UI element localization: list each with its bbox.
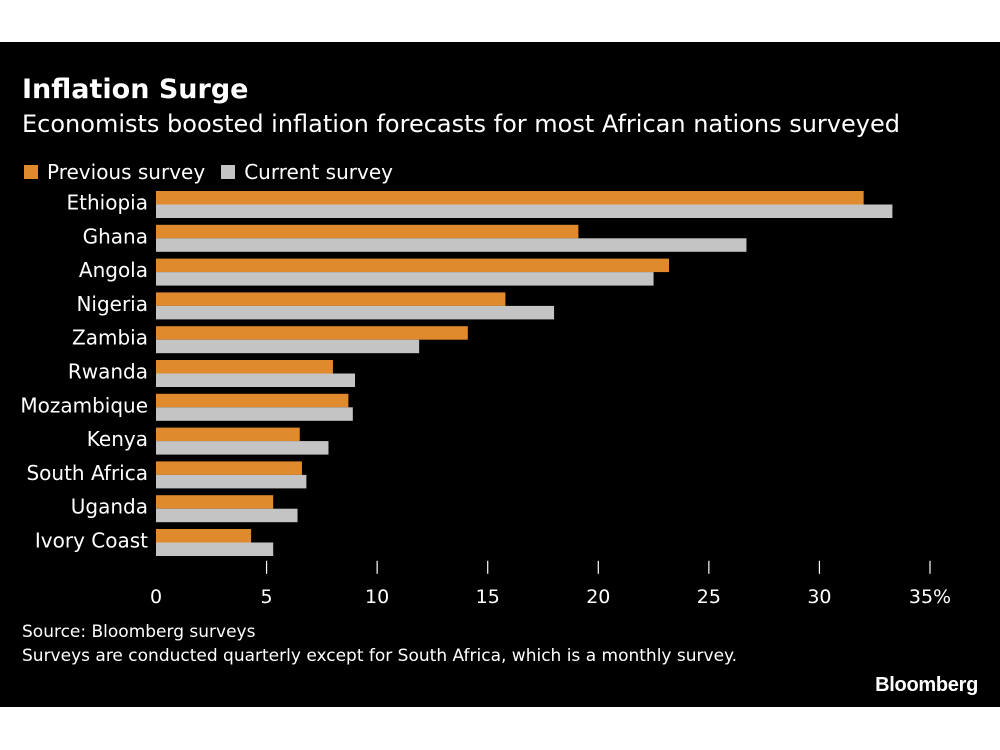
category-label: Angola (79, 258, 148, 282)
bar-current-survey (156, 542, 274, 556)
bar-current-survey (156, 305, 555, 320)
chart-title: Inflation Surge (22, 74, 249, 105)
x-tick-label: 5 (261, 586, 273, 608)
legend-swatch-previous (24, 165, 38, 179)
bar-current-survey (156, 238, 747, 252)
x-tick-label: 25 (697, 586, 721, 608)
bar-previous-survey (156, 461, 302, 475)
category-label: Nigeria (76, 292, 148, 316)
legend-label-previous: Previous survey (47, 160, 206, 184)
bar-current-survey (156, 508, 298, 523)
legend: Previous survey Current survey (24, 160, 393, 184)
bar-previous-survey (156, 393, 349, 408)
bar-previous-survey (156, 224, 579, 239)
category-label: Ivory Coast (35, 529, 148, 553)
category-label: Uganda (71, 495, 148, 519)
bar-previous-survey (156, 495, 274, 509)
bar-current-survey (156, 373, 356, 387)
bar-previous-survey (156, 360, 333, 374)
category-label: Mozambique (20, 393, 148, 417)
x-tick-label: 30 (807, 586, 831, 608)
chart-panel: Inflation Surge Economists boosted infla… (0, 42, 1000, 707)
x-tick-label: 10 (365, 586, 389, 608)
category-label: Ghana (83, 224, 148, 248)
category-label: Kenya (87, 427, 148, 451)
category-label: South Africa (26, 461, 148, 485)
category-label: Ethiopia (67, 191, 148, 215)
category-label: Zambia (72, 326, 148, 350)
footnote-text: Surveys are conducted quarterly except f… (22, 646, 738, 666)
x-tick-label: 35% (909, 586, 951, 608)
bar-previous-survey (156, 529, 252, 543)
bar-current-survey (156, 474, 307, 489)
bar-previous-survey (156, 326, 468, 340)
bar-current-survey (156, 204, 893, 218)
source-text: Source: Bloomberg surveys (22, 622, 256, 642)
bar-previous-survey (156, 427, 300, 442)
bar-current-survey (156, 272, 654, 286)
bar-current-survey (156, 407, 353, 421)
x-tick-label: 20 (586, 586, 610, 608)
bar-previous-survey (156, 191, 864, 205)
x-tick-label: 0 (150, 586, 162, 608)
category-label: Rwanda (68, 360, 148, 384)
legend-item-previous: Previous survey (24, 160, 205, 184)
bar-current-survey (156, 441, 329, 455)
bloomberg-logo: Bloomberg (875, 674, 978, 696)
chart-subtitle: Economists boosted inflation forecasts f… (22, 110, 900, 138)
legend-item-current: Current survey (221, 160, 393, 184)
bar-previous-survey (156, 258, 670, 273)
x-tick-label: 15 (476, 586, 500, 608)
plot-area: Ethiopia Ghana Angola Nigeria Zambia Rwanda Mo… (20, 191, 951, 608)
bar-previous-survey (156, 292, 506, 306)
bar-current-survey (156, 339, 420, 354)
source-note: Source: Bloomberg surveys Surveys are co… (22, 620, 782, 668)
legend-swatch-current (221, 165, 236, 179)
legend-label-current: Current survey (244, 160, 393, 184)
